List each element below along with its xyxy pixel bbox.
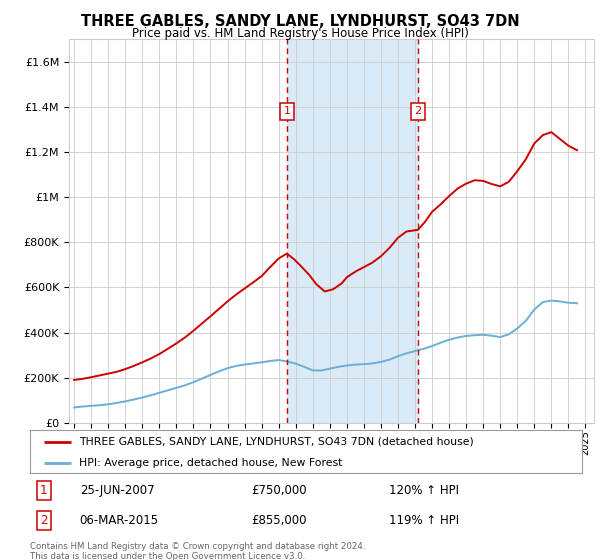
- Bar: [287, 39, 418, 423]
- Text: £750,000: £750,000: [251, 484, 307, 497]
- Text: £855,000: £855,000: [251, 514, 307, 527]
- Text: Contains HM Land Registry data © Crown copyright and database right 2024.
This d: Contains HM Land Registry data © Crown c…: [30, 542, 365, 560]
- Text: THREE GABLES, SANDY LANE, LYNDHURST, SO43 7DN: THREE GABLES, SANDY LANE, LYNDHURST, SO4…: [80, 14, 520, 29]
- Text: 1: 1: [40, 484, 47, 497]
- Text: THREE GABLES, SANDY LANE, LYNDHURST, SO43 7DN (detached house): THREE GABLES, SANDY LANE, LYNDHURST, SO4…: [79, 437, 473, 447]
- Text: HPI: Average price, detached house, New Forest: HPI: Average price, detached house, New …: [79, 458, 342, 468]
- Text: 1: 1: [283, 106, 290, 116]
- Text: 2: 2: [415, 106, 421, 116]
- Text: 120% ↑ HPI: 120% ↑ HPI: [389, 484, 459, 497]
- Text: 06-MAR-2015: 06-MAR-2015: [80, 514, 159, 527]
- Text: 25-JUN-2007: 25-JUN-2007: [80, 484, 154, 497]
- Text: 119% ↑ HPI: 119% ↑ HPI: [389, 514, 459, 527]
- Text: 2: 2: [40, 514, 47, 527]
- Text: Price paid vs. HM Land Registry's House Price Index (HPI): Price paid vs. HM Land Registry's House …: [131, 27, 469, 40]
